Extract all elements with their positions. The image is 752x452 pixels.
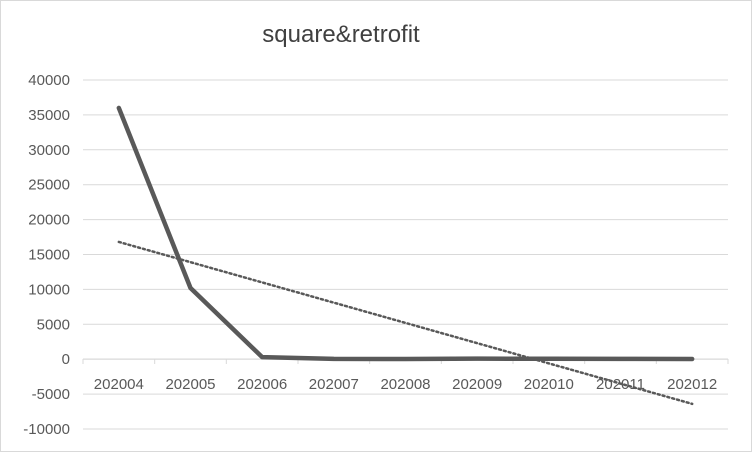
y-tick-label: 5000: [37, 316, 70, 333]
data-point: [548, 358, 550, 360]
x-tick-label: 202012: [667, 376, 717, 393]
x-tick-label: 202008: [380, 376, 430, 393]
y-tick-label: -10000: [23, 421, 70, 438]
y-tick-label: 0: [62, 351, 70, 368]
x-axis-ticks: 202004 202005 202006 202007 202008 202009 2020…: [82, 358, 729, 393]
y-tick-label: 30000: [28, 142, 70, 159]
data-point: [476, 358, 478, 360]
y-axis-ticks: 40000 35000 30000 25000 20000 15000 10000 5000 0…: [23, 72, 70, 438]
data-point: [190, 287, 191, 289]
y-tick-label: -5000: [32, 386, 70, 403]
trendline: [117, 240, 694, 406]
data-point: [333, 358, 335, 360]
y-tick-label: 20000: [28, 212, 70, 229]
y-tick-label: 15000: [28, 247, 70, 264]
y-tick-label: 10000: [28, 281, 70, 298]
x-tick-label: 202009: [452, 376, 502, 393]
x-tick-label: 202010: [524, 376, 574, 393]
y-tick-label: 40000: [28, 72, 70, 89]
series-layer: [116, 105, 695, 406]
data-point: [620, 358, 621, 360]
y-tick-label: 25000: [28, 177, 70, 194]
x-tick-label: 202004: [94, 376, 144, 393]
x-tick-label: 202006: [237, 376, 287, 393]
series-line: [116, 105, 695, 362]
x-tick-label: 202005: [165, 376, 215, 393]
y-tick-label: 35000: [28, 107, 70, 124]
data-point: [405, 358, 406, 360]
data-point: [118, 107, 120, 109]
x-tick-label: 202007: [309, 376, 359, 393]
chart-title: square&retrofit: [262, 21, 420, 48]
data-point: [261, 356, 263, 358]
data-point: [691, 358, 693, 360]
